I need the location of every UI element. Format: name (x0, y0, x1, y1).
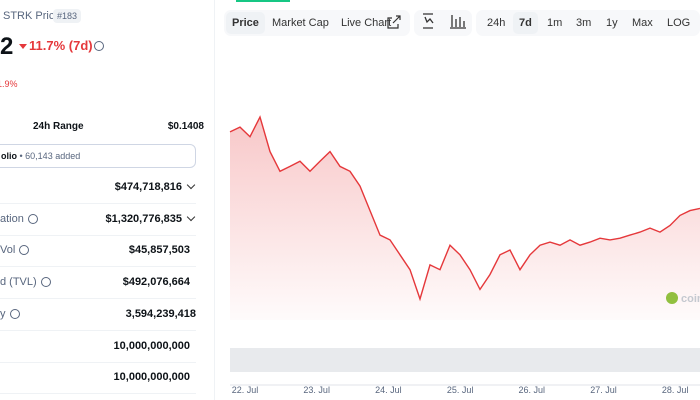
stat-row: $474,718,816 (0, 172, 196, 204)
stat-value: $492,076,664 (122, 276, 190, 289)
stat-row: Vol $45,857,503 (0, 235, 196, 268)
x-tick-label: 22. Jul (232, 385, 259, 395)
chart-tab[interactable]: Live Chart (341, 17, 392, 29)
chart-tab[interactable]: Market Cap (272, 17, 329, 29)
x-tick-label: 25. Jul (447, 385, 474, 395)
portfolio-button[interactable]: olio • 60,143 added (0, 144, 196, 168)
stat-label: ation (0, 213, 38, 225)
x-tick-label: 28. Jul (662, 385, 689, 395)
price-line (229, 115, 700, 302)
rank-badge: #183 (53, 9, 82, 23)
stat-value: 10,000,000,000 (113, 339, 190, 352)
stat-row: 10,000,000,000 (0, 331, 196, 363)
price-area (230, 117, 700, 320)
x-tick-label: 27. Jul (590, 385, 617, 395)
range-label: 24h Range (33, 121, 84, 132)
info-icon[interactable] (19, 245, 30, 256)
chart-tab[interactable]: Price (226, 12, 265, 34)
divider (214, 0, 215, 400)
stat-label: Vol (0, 244, 30, 256)
stat-row: ation $1,320,776,835 (0, 204, 196, 236)
info-icon[interactable] (9, 308, 20, 319)
stat-row: y 3,594,239,418 (0, 299, 196, 331)
portfolio-label: olio (1, 151, 17, 161)
range-high: $0.1408 (167, 121, 204, 132)
price: 2 (0, 33, 14, 60)
stat-value: 10,000,000,000 (113, 371, 190, 384)
range-button[interactable]: 1m (547, 17, 563, 29)
range-button[interactable]: LOG (667, 17, 691, 29)
line-chart-icon[interactable] (423, 13, 434, 29)
stat-label: y (0, 308, 20, 320)
active-indicator (236, 0, 290, 2)
external-link-icon[interactable] (387, 15, 401, 29)
price-change: 11.7% (7d) (29, 38, 93, 53)
stat-value: $1,320,776,835 (105, 212, 182, 225)
range-button[interactable]: 24h (487, 17, 506, 29)
stat-value: $474,718,816 (114, 181, 182, 193)
stat-value: 3,594,239,418 (125, 307, 196, 320)
candle-chart-icon[interactable] (450, 15, 466, 29)
sub-change: 1.9% (0, 79, 18, 89)
portfolio-added: • 60,143 added (19, 151, 81, 161)
range-button[interactable]: 1y (606, 17, 618, 29)
stat-row: 10,000,000,000 (0, 362, 196, 395)
info-icon[interactable] (94, 41, 104, 51)
volume-band (230, 348, 700, 372)
range-button[interactable]: 7d (513, 12, 538, 34)
range-button[interactable]: 3m (576, 17, 592, 29)
range-button[interactable]: Max (632, 17, 653, 29)
x-tick-label: 24. Jul (375, 385, 402, 395)
stat-value: $45,857,503 (128, 244, 190, 257)
stat-label: d (TVL) (0, 276, 51, 288)
x-tick-label: 26. Jul (519, 385, 546, 395)
down-arrow (19, 44, 27, 49)
coin-name: STRK Price (3, 10, 61, 22)
x-tick-label: 23. Jul (303, 385, 330, 395)
info-icon[interactable] (40, 277, 51, 288)
info-icon[interactable] (27, 213, 38, 224)
watermark: coin (681, 293, 700, 305)
stat-row: d (TVL) $492,076,664 (0, 267, 196, 300)
